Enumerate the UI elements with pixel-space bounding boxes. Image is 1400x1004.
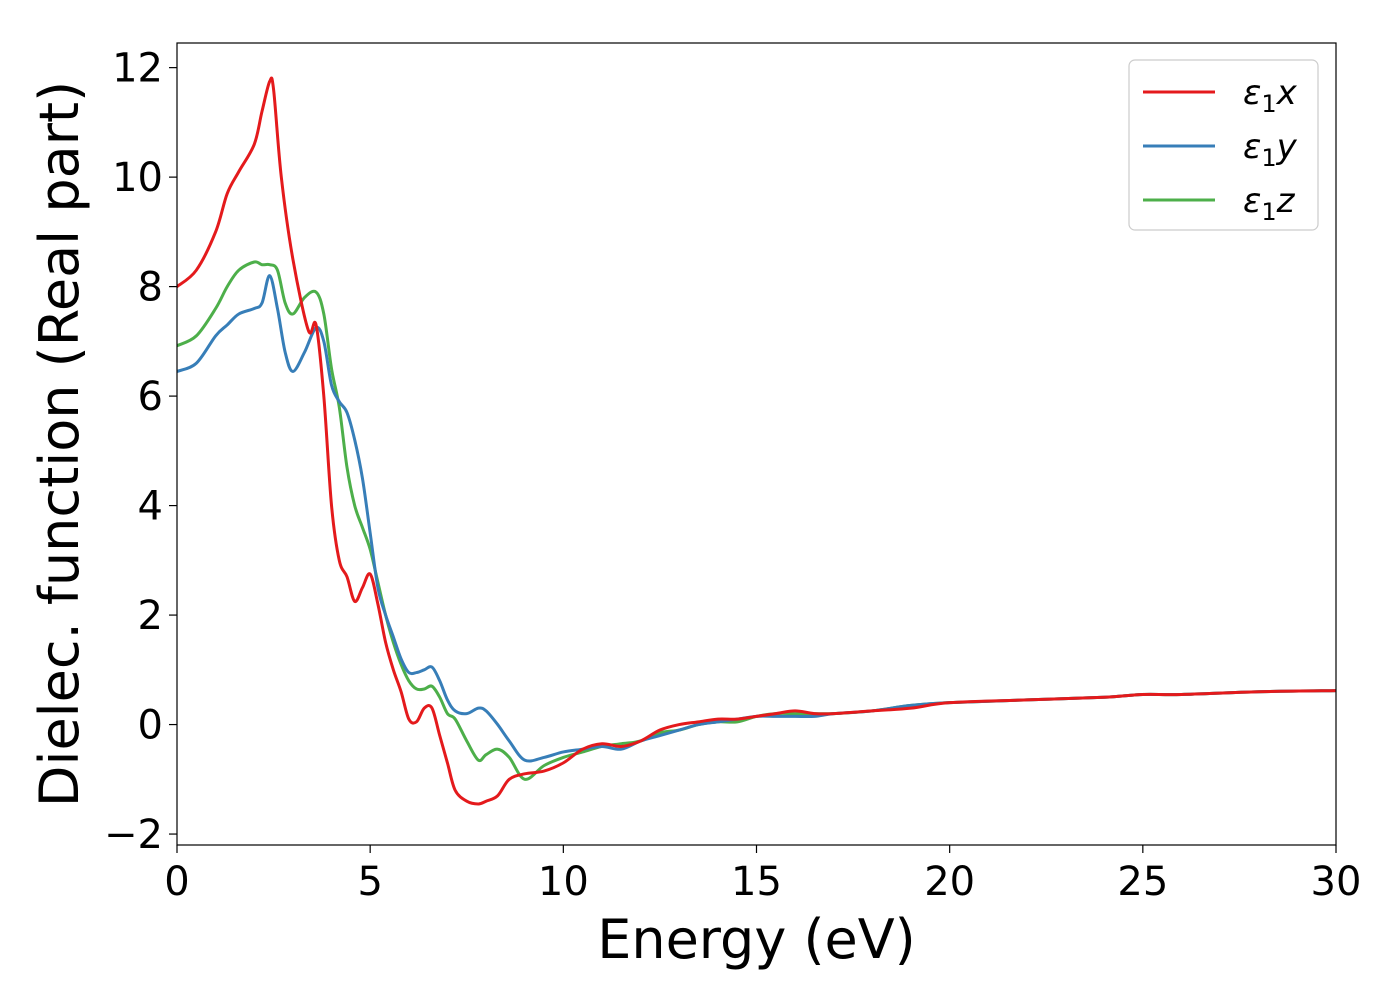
x-tick-label: 0 bbox=[164, 859, 189, 905]
y-tick-label: 8 bbox=[138, 265, 163, 311]
y-axis: −2 0 2 4 6 8 10 12 bbox=[104, 46, 177, 858]
series-line-y bbox=[177, 274, 1336, 763]
y-tick-label: −2 bbox=[104, 812, 163, 858]
x-tick-label: 10 bbox=[538, 859, 589, 905]
x-tick-label: 30 bbox=[1311, 859, 1362, 905]
y-tick-label: 4 bbox=[138, 484, 163, 530]
x-axis: 0 5 10 15 20 25 30 bbox=[164, 845, 1361, 905]
legend-label-y: ε1y bbox=[1243, 127, 1298, 172]
legend-label-x: ε1x bbox=[1243, 73, 1298, 118]
y-tick-label: 2 bbox=[138, 593, 163, 639]
x-tick-label: 20 bbox=[924, 859, 975, 905]
x-tick-label: 5 bbox=[357, 859, 382, 905]
y-tick-label: 0 bbox=[138, 703, 163, 749]
series-layer bbox=[177, 76, 1336, 806]
y-axis-label: Dielec. function (Real part) bbox=[28, 81, 91, 807]
x-tick-label: 25 bbox=[1117, 859, 1168, 905]
series-line-x bbox=[177, 76, 1336, 806]
legend-box bbox=[1128, 59, 1319, 231]
y-tick-label: 6 bbox=[138, 374, 163, 420]
x-axis-label: Energy (eV) bbox=[597, 908, 916, 971]
series-line-z bbox=[177, 260, 1336, 781]
legend-label-z: ε1z bbox=[1243, 181, 1296, 226]
y-tick-label: 12 bbox=[112, 46, 163, 92]
legend: ε1x ε1y ε1z bbox=[1128, 59, 1319, 231]
y-tick-label: 10 bbox=[112, 155, 163, 201]
x-tick-label: 15 bbox=[731, 859, 782, 905]
